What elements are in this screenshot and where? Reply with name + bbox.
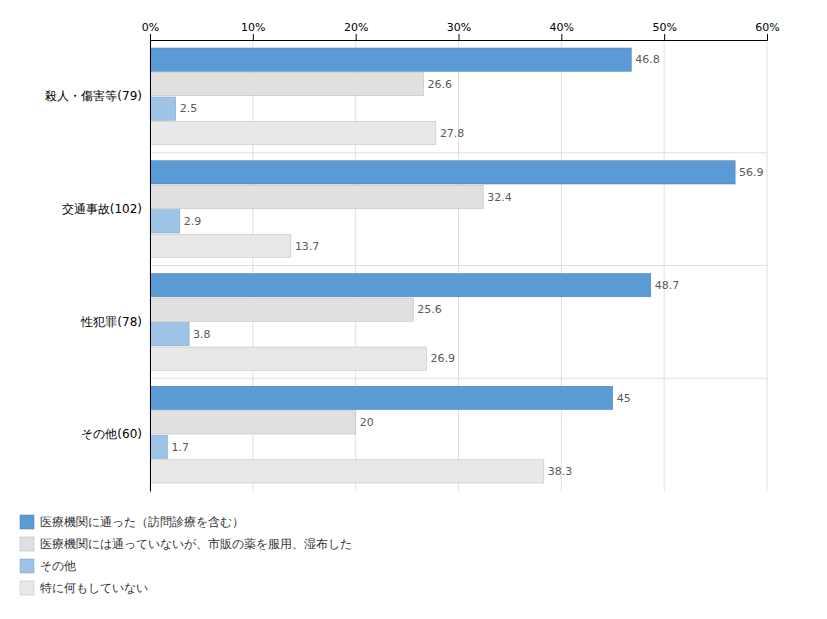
x-tick-label: 0%: [142, 21, 159, 34]
bar: [150, 347, 427, 370]
legend-item: 特に何もしていない: [20, 581, 148, 595]
bar-series: [150, 48, 735, 410]
bar: [150, 161, 735, 184]
legend-label: その他: [40, 559, 76, 573]
legend-item: 医療機関に通った（訪問診療を含む）: [20, 515, 244, 529]
data-labels: 46.8 56.9 48.7 45 26.6 32.4 25.6 20 2.5 2.9 3.8 1.7…: [171, 53, 763, 478]
grid: [150, 40, 767, 491]
legend-item: 医療機関には通っていないが、市販の薬を服用、湿布した: [20, 537, 352, 551]
legend-label: 医療機関には通っていないが、市販の薬を服用、湿布した: [40, 537, 352, 551]
x-tick: 20%: [344, 21, 368, 40]
data-label: 26.6: [428, 78, 453, 91]
bar: [150, 121, 436, 144]
x-tick-label: 20%: [344, 21, 368, 34]
legend-item: その他: [20, 559, 76, 573]
x-tick: 40%: [550, 21, 574, 40]
data-label: 25.6: [417, 303, 442, 316]
group-separators: [150, 153, 767, 379]
bar: [150, 210, 180, 233]
bar: [150, 298, 413, 321]
x-tick: 30%: [447, 21, 471, 40]
x-tick: 0%: [142, 21, 159, 40]
data-label: 38.3: [548, 465, 573, 478]
x-tick-mark: [356, 34, 357, 40]
group-separator: [150, 378, 767, 379]
data-label: 3.8: [193, 328, 211, 341]
data-label: 26.9: [431, 352, 456, 365]
x-tick-label: 10%: [241, 21, 265, 34]
y-axis-line: [150, 41, 151, 492]
data-label: 48.7: [655, 279, 680, 292]
bar: [150, 97, 176, 120]
bar: [150, 460, 544, 483]
bar: [150, 185, 483, 208]
bar: [150, 273, 651, 296]
bar: [150, 386, 613, 409]
bar-series: [150, 97, 189, 459]
group-separator: [150, 265, 767, 266]
bar: [150, 435, 167, 458]
data-label: 45: [617, 392, 631, 405]
y-tick-label: 殺人・傷害等(79): [45, 89, 142, 103]
y-tick: 殺人・傷害等(79): [45, 89, 150, 103]
bar: [150, 322, 189, 345]
legend-swatch: [20, 559, 34, 573]
chart: 46.8 56.9 48.7 45 26.6 32.4 25.6 20 2.5 2.9 3.8 1.7…: [0, 0, 827, 619]
grid-line: [150, 40, 151, 491]
data-label: 56.9: [739, 166, 764, 179]
bar-series: [150, 72, 483, 434]
x-tick: 50%: [652, 21, 676, 40]
x-axis-line: [151, 34, 768, 41]
legend-label: 特に何もしていない: [40, 581, 148, 595]
x-tick-label: 60%: [755, 21, 779, 34]
data-label: 20: [360, 416, 374, 429]
data-label: 32.4: [487, 191, 512, 204]
data-label: 46.8: [635, 53, 660, 66]
x-tick: 10%: [241, 21, 265, 40]
y-tick-label: その他(60): [81, 427, 142, 441]
plot: 46.8 56.9 48.7 45 26.6 32.4 25.6 20 2.5 2.9 3.8 1.7…: [45, 21, 779, 492]
x-tick-mark: [664, 34, 665, 40]
x-tick-label: 40%: [550, 21, 574, 34]
x-tick-mark: [561, 34, 562, 40]
legend-label: 医療機関に通った（訪問診療を含む）: [40, 515, 244, 529]
legend: 医療機関に通った（訪問診療を含む） 医療機関には通っていないが、市販の薬を服用、湿…: [20, 515, 352, 595]
legend-swatch: [20, 581, 34, 595]
x-tick-label: 50%: [652, 21, 676, 34]
x-tick-mark: [767, 34, 768, 40]
y-axis: 殺人・傷害等(79) 交通事故(102) 性犯罪(78) その他(60): [45, 41, 150, 492]
data-label: 2.5: [180, 102, 198, 115]
y-tick: その他(60): [81, 427, 150, 441]
y-tick-label: 交通事故(102): [62, 202, 142, 216]
group-separator: [150, 152, 767, 153]
data-label: 27.8: [440, 127, 465, 140]
data-label: 1.7: [171, 441, 189, 454]
y-tick: 交通事故(102): [62, 202, 150, 216]
bar: [150, 234, 291, 257]
legend-swatch: [20, 515, 34, 529]
data-label: 2.9: [184, 215, 202, 228]
bar: [150, 72, 424, 95]
x-tick: 60%: [755, 21, 779, 40]
x-axis: 0% 10% 20% 30% 40% 50% 60%: [142, 21, 780, 41]
x-tick-mark: [150, 34, 151, 40]
x-tick-mark: [253, 34, 254, 40]
x-tick-label: 30%: [447, 21, 471, 34]
bars: [150, 48, 735, 483]
y-tick-label: 性犯罪(78): [80, 315, 142, 329]
data-label: 13.7: [295, 240, 320, 253]
legend-swatch: [20, 537, 34, 551]
bar: [150, 48, 631, 71]
x-tick-mark: [459, 34, 460, 40]
bar: [150, 411, 356, 434]
y-tick: 性犯罪(78): [80, 315, 150, 329]
bar-series: [150, 121, 544, 483]
